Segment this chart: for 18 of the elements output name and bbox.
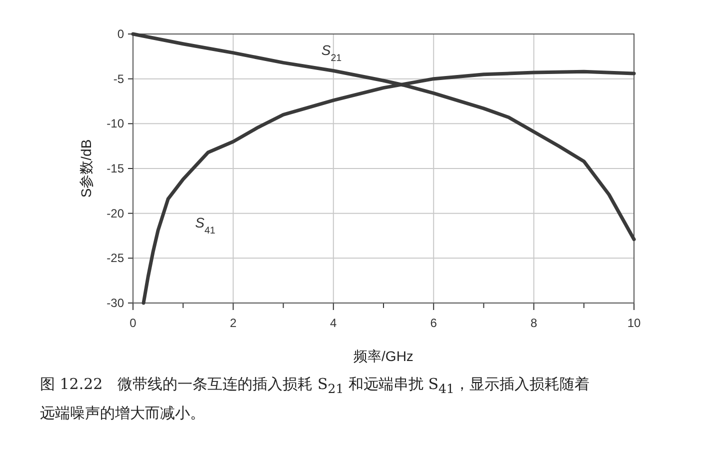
y-tick-label: -25	[106, 251, 124, 266]
x-tick-label: 10	[627, 316, 641, 330]
x-tick-label: 0	[130, 316, 137, 330]
series-label: S$_{21}$	[321, 42, 342, 64]
x-axis-title: 频率/GHz	[354, 348, 414, 364]
x-tick-label: 6	[430, 316, 438, 330]
x-tick-label: 2	[230, 316, 237, 330]
y-tick-label: -5	[113, 72, 124, 86]
y-tick-label: -20	[106, 206, 124, 220]
y-tick-label: -15	[106, 162, 124, 176]
x-tick-label: 8	[530, 316, 538, 330]
text: S$_{41}$	[195, 214, 216, 236]
y-tick-label: -10	[106, 116, 124, 131]
y-axis-title: S参数/dB	[78, 139, 94, 198]
x-tick-label: 4	[330, 316, 338, 330]
y-tick-label: -30	[106, 296, 124, 310]
y-tick-label: 0	[117, 27, 124, 41]
text: 图 12.22 微带线的一条互连的插入损耗 S$_{21}$ 和远端串扰 S$_{41}$，显示插入损耗随着远端噪声的增大而减小。	[40, 375, 590, 422]
